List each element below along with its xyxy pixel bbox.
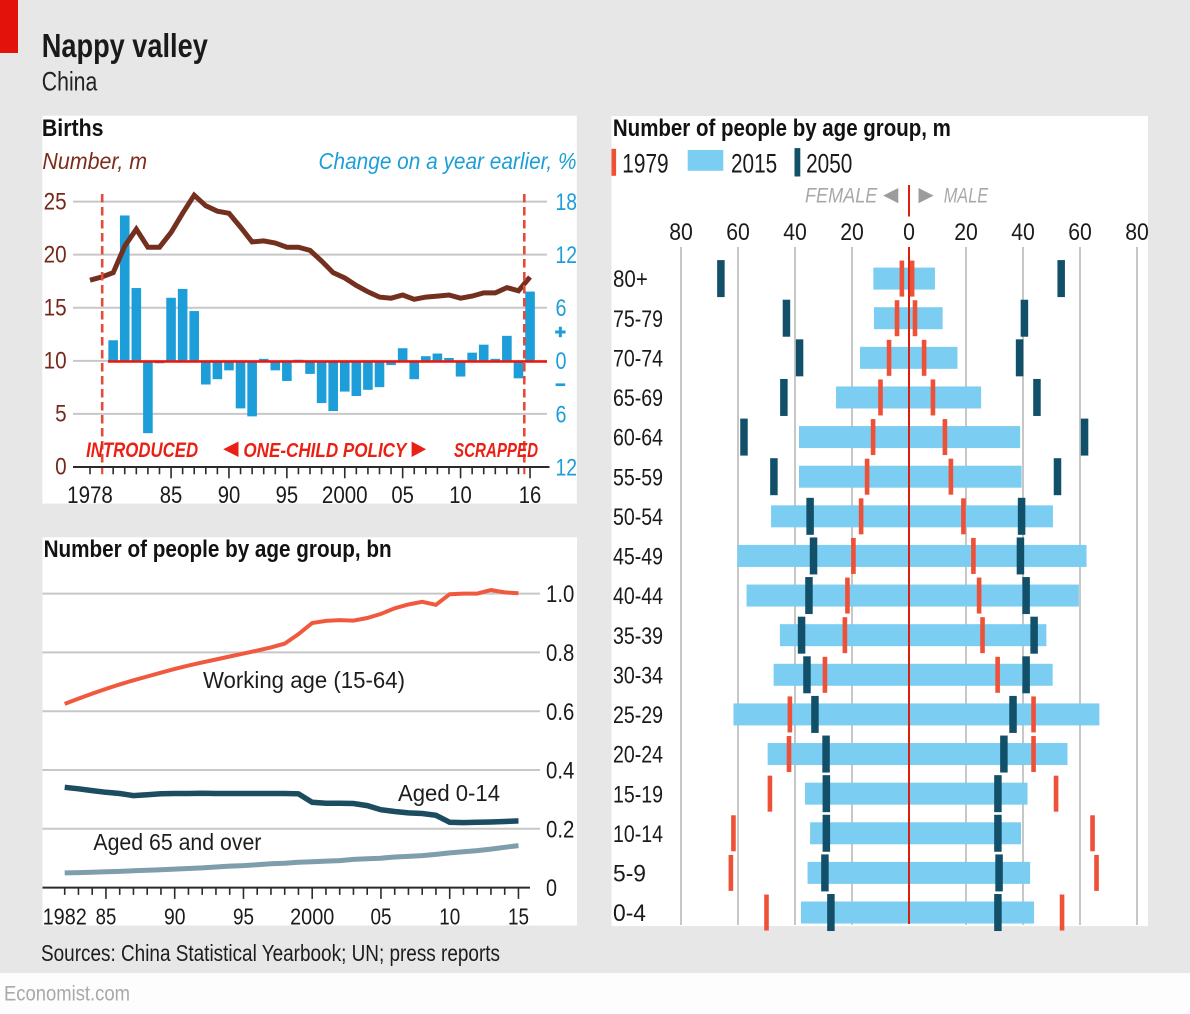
- svg-text:1978: 1978: [67, 482, 113, 509]
- svg-text:0.8: 0.8: [546, 640, 574, 667]
- svg-text:90: 90: [164, 903, 186, 929]
- svg-text:INTRODUCED: INTRODUCED: [86, 439, 198, 462]
- svg-text:60: 60: [1068, 219, 1092, 246]
- svg-text:20: 20: [954, 219, 978, 246]
- svg-text:40-44: 40-44: [613, 583, 663, 610]
- svg-text:1979: 1979: [622, 148, 668, 178]
- svg-text:2015: 2015: [731, 148, 777, 178]
- svg-text:85: 85: [96, 903, 117, 929]
- svg-text:16: 16: [519, 482, 542, 509]
- svg-text:60-64: 60-64: [613, 425, 663, 452]
- svg-text:Aged 65 and over: Aged 65 and over: [93, 829, 261, 855]
- svg-text:2000: 2000: [290, 903, 334, 929]
- svg-text:1.0: 1.0: [546, 581, 574, 608]
- svg-text:Number of people by age group,: Number of people by age group, m: [613, 115, 951, 142]
- svg-text:90: 90: [218, 482, 241, 509]
- svg-text:18: 18: [556, 189, 578, 216]
- svg-text:0.4: 0.4: [546, 758, 574, 785]
- svg-text:55-59: 55-59: [613, 464, 663, 491]
- svg-text:30-34: 30-34: [613, 662, 663, 689]
- svg-text:China: China: [42, 67, 98, 97]
- svg-text:35-39: 35-39: [613, 623, 663, 650]
- svg-text:20: 20: [44, 241, 67, 268]
- svg-text:60: 60: [726, 219, 750, 246]
- svg-text:20-24: 20-24: [613, 742, 663, 769]
- svg-text:Births: Births: [42, 115, 104, 142]
- svg-text:6: 6: [556, 295, 567, 322]
- svg-text:0: 0: [546, 875, 557, 902]
- svg-text:2000: 2000: [322, 482, 368, 509]
- svg-text:Number, m: Number, m: [42, 148, 147, 174]
- svg-text:0.2: 0.2: [546, 816, 574, 843]
- svg-text:95: 95: [276, 482, 299, 509]
- svg-text:80+: 80+: [613, 266, 648, 293]
- svg-text:Nappy valley: Nappy valley: [42, 27, 209, 64]
- svg-text:0: 0: [556, 348, 567, 375]
- svg-text:2050: 2050: [806, 148, 852, 178]
- svg-text:25-29: 25-29: [613, 702, 663, 729]
- svg-text:80: 80: [1125, 219, 1149, 246]
- svg-text:ONE-CHILD POLICY: ONE-CHILD POLICY: [243, 439, 408, 462]
- svg-text:75-79: 75-79: [613, 306, 663, 333]
- svg-text:40: 40: [1011, 219, 1035, 246]
- svg-text:0-4: 0-4: [613, 900, 646, 927]
- svg-text:Number of people by age group,: Number of people by age group, bn: [44, 536, 392, 563]
- svg-text:15: 15: [44, 294, 67, 321]
- svg-text:80: 80: [669, 219, 693, 246]
- svg-text:Working age (15-64): Working age (15-64): [203, 667, 405, 693]
- svg-text:85: 85: [160, 482, 183, 509]
- svg-text:05: 05: [370, 903, 391, 929]
- svg-text:15: 15: [508, 903, 529, 929]
- svg-text:Sources: China Statistical Yea: Sources: China Statistical Yearbook; UN;…: [41, 940, 500, 966]
- svg-text:20: 20: [840, 219, 864, 246]
- svg-text:45-49: 45-49: [613, 544, 663, 571]
- svg-text:05: 05: [391, 482, 414, 509]
- svg-text:MALE: MALE: [944, 185, 989, 208]
- svg-text:6: 6: [556, 401, 567, 428]
- svg-text:50-54: 50-54: [613, 504, 663, 531]
- svg-text:Change on a year earlier, %: Change on a year earlier, %: [319, 148, 577, 174]
- svg-text:12: 12: [556, 242, 578, 269]
- svg-text:10: 10: [449, 482, 472, 509]
- svg-text:10: 10: [44, 348, 67, 375]
- svg-text:70-74: 70-74: [613, 345, 663, 372]
- svg-text:5: 5: [55, 401, 67, 428]
- svg-text:5-9: 5-9: [613, 861, 646, 888]
- svg-text:Aged 0-14: Aged 0-14: [398, 780, 500, 806]
- svg-text:Economist.com: Economist.com: [4, 982, 130, 1005]
- svg-text:10-14: 10-14: [613, 821, 663, 848]
- svg-text:1982: 1982: [43, 903, 87, 929]
- svg-text:0: 0: [903, 219, 915, 246]
- svg-text:15-19: 15-19: [613, 781, 663, 808]
- svg-text:0.6: 0.6: [546, 699, 574, 726]
- svg-text:SCRAPPED: SCRAPPED: [454, 439, 538, 462]
- svg-text:FEMALE: FEMALE: [805, 185, 878, 208]
- svg-text:95: 95: [233, 903, 254, 929]
- svg-text:12: 12: [556, 454, 578, 481]
- svg-text:10: 10: [439, 903, 460, 929]
- svg-text:40: 40: [783, 219, 807, 246]
- svg-text:0: 0: [55, 454, 67, 481]
- svg-text:25: 25: [44, 188, 67, 215]
- svg-text:65-69: 65-69: [613, 385, 663, 412]
